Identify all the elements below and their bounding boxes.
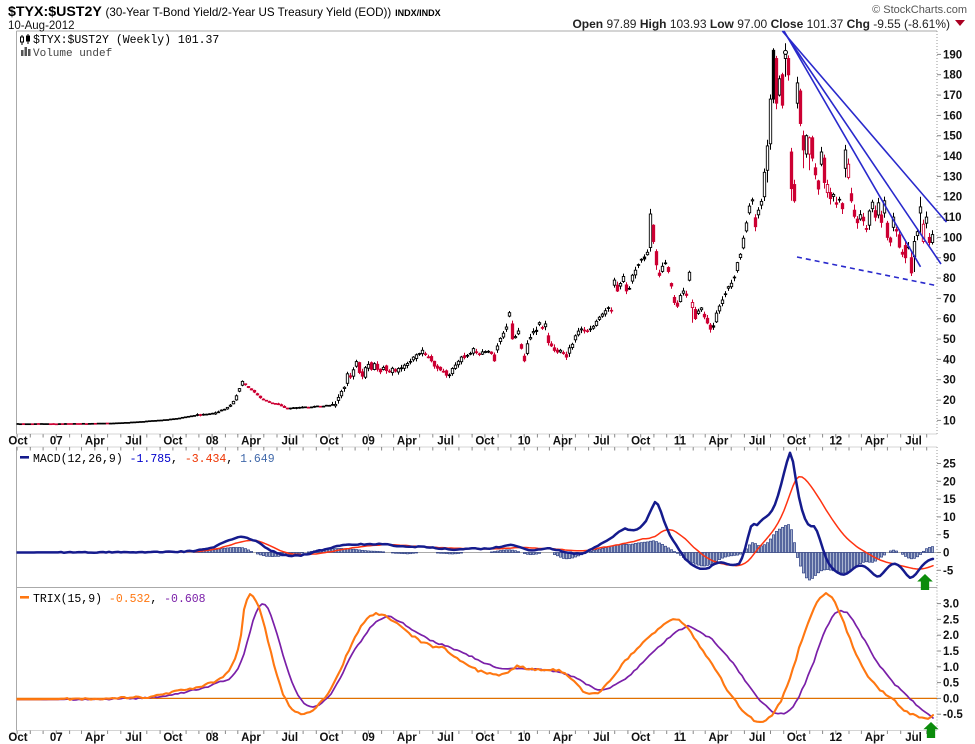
svg-text:Jul: Jul <box>125 436 142 448</box>
svg-text:10: 10 <box>943 415 956 427</box>
svg-text:Oct: Oct <box>787 436 806 448</box>
svg-text:1.5: 1.5 <box>943 646 960 658</box>
svg-text:Open 97.89 High 103.93 Low 97.: Open 97.89 High 103.93 Low 97.00 Close 1… <box>572 17 950 31</box>
svg-text:20: 20 <box>943 476 956 488</box>
svg-text:1.0: 1.0 <box>943 662 959 674</box>
svg-text:Apr: Apr <box>241 732 261 744</box>
svg-text:MACD(12,26,9) -1.785, -3.434,: MACD(12,26,9) -1.785, -3.434, 1.649 <box>33 453 275 466</box>
svg-text:190: 190 <box>943 49 962 61</box>
svg-text:Oct: Oct <box>787 732 806 744</box>
svg-text:70: 70 <box>943 293 956 305</box>
svg-text:15: 15 <box>943 494 956 506</box>
svg-text:160: 160 <box>943 110 962 122</box>
svg-text:Apr: Apr <box>553 732 573 744</box>
svg-text:Volume undef: Volume undef <box>33 48 112 60</box>
svg-text:11: 11 <box>674 732 687 744</box>
svg-text:Oct: Oct <box>475 436 494 448</box>
svg-text:40: 40 <box>943 354 956 366</box>
svg-text:10: 10 <box>518 732 531 744</box>
svg-text:12: 12 <box>829 436 842 448</box>
svg-text:Jul: Jul <box>749 436 766 448</box>
svg-text:5: 5 <box>943 530 950 542</box>
svg-text:09: 09 <box>362 436 375 448</box>
svg-text:10: 10 <box>943 512 956 524</box>
svg-text:-5: -5 <box>943 565 954 577</box>
svg-text:11: 11 <box>674 436 687 448</box>
svg-text:TRIX(15,9) -0.532, -0.608: TRIX(15,9) -0.532, -0.608 <box>33 593 206 606</box>
svg-text:-0.5: -0.5 <box>943 709 963 721</box>
svg-text:Oct: Oct <box>475 732 494 744</box>
svg-text:Jul: Jul <box>437 732 454 744</box>
svg-text:0.5: 0.5 <box>943 678 960 690</box>
svg-text:12: 12 <box>829 732 842 744</box>
svg-text:120: 120 <box>943 192 962 204</box>
svg-text:$TYX:$UST2Y (Weekly) 101.37: $TYX:$UST2Y (Weekly) 101.37 <box>33 34 219 47</box>
svg-text:Jul: Jul <box>905 436 922 448</box>
svg-text:Oct: Oct <box>320 436 339 448</box>
svg-text:Jul: Jul <box>905 732 922 744</box>
svg-text:25: 25 <box>943 459 956 471</box>
svg-text:100: 100 <box>943 232 962 244</box>
svg-text:Oct: Oct <box>631 732 650 744</box>
svg-text:Apr: Apr <box>85 732 105 744</box>
svg-text:30: 30 <box>943 375 956 387</box>
svg-text:3.0: 3.0 <box>943 599 959 611</box>
svg-text:Jul: Jul <box>593 732 610 744</box>
svg-text:170: 170 <box>943 90 962 102</box>
svg-text:Jul: Jul <box>125 732 142 744</box>
svg-text:Jul: Jul <box>749 732 766 744</box>
svg-text:2.5: 2.5 <box>943 614 960 626</box>
svg-text:08: 08 <box>206 732 219 744</box>
svg-text:Apr: Apr <box>85 436 105 448</box>
svg-text:140: 140 <box>943 151 962 163</box>
svg-text:Jul: Jul <box>281 436 298 448</box>
svg-text:150: 150 <box>943 131 962 143</box>
svg-text:110: 110 <box>943 212 962 224</box>
svg-text:Oct: Oct <box>163 732 182 744</box>
svg-text:$TYX:$UST2Y (30-Year T-Bond Yi: $TYX:$UST2Y (30-Year T-Bond Yield/2-Year… <box>8 4 441 20</box>
svg-text:80: 80 <box>943 273 956 285</box>
svg-text:10: 10 <box>518 436 531 448</box>
svg-text:0: 0 <box>943 548 949 560</box>
svg-text:Apr: Apr <box>553 436 573 448</box>
svg-text:Apr: Apr <box>708 732 728 744</box>
svg-text:Apr: Apr <box>865 732 885 744</box>
svg-text:60: 60 <box>943 314 956 326</box>
svg-text:Apr: Apr <box>397 732 417 744</box>
svg-text:Oct: Oct <box>8 732 27 744</box>
svg-text:Jul: Jul <box>281 732 298 744</box>
svg-text:20: 20 <box>943 395 956 407</box>
svg-text:07: 07 <box>50 732 63 744</box>
svg-text:Oct: Oct <box>631 436 650 448</box>
svg-text:Jul: Jul <box>437 436 454 448</box>
svg-text:© StockCharts.com: © StockCharts.com <box>872 4 967 16</box>
svg-text:08: 08 <box>206 436 219 448</box>
svg-text:Oct: Oct <box>8 436 27 448</box>
svg-text:2.0: 2.0 <box>943 630 959 642</box>
svg-text:90: 90 <box>943 253 956 265</box>
svg-text:0.0: 0.0 <box>943 693 959 705</box>
svg-text:Oct: Oct <box>320 732 339 744</box>
svg-text:Apr: Apr <box>708 436 728 448</box>
svg-text:Jul: Jul <box>593 436 610 448</box>
svg-text:180: 180 <box>943 70 962 82</box>
svg-text:Apr: Apr <box>397 436 417 448</box>
svg-text:09: 09 <box>362 732 375 744</box>
svg-text:50: 50 <box>943 334 956 346</box>
svg-text:Apr: Apr <box>241 436 261 448</box>
svg-text:Oct: Oct <box>163 436 182 448</box>
svg-text:Apr: Apr <box>865 436 885 448</box>
svg-text:130: 130 <box>943 171 962 183</box>
svg-text:07: 07 <box>50 436 63 448</box>
svg-text:10-Aug-2012: 10-Aug-2012 <box>8 20 75 32</box>
